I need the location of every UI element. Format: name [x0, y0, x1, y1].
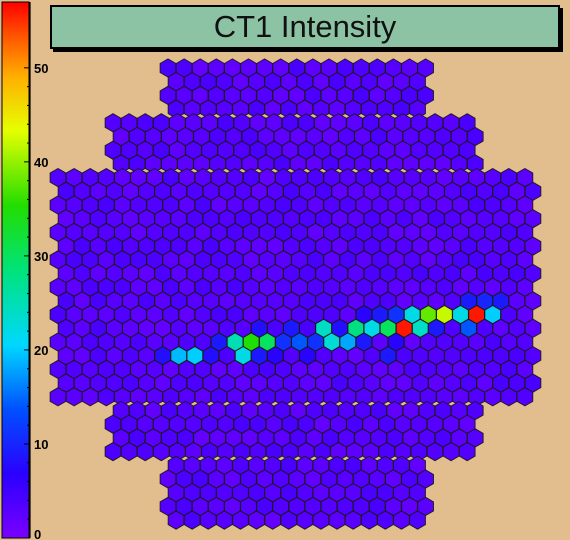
camera-pixel — [409, 510, 426, 530]
camera-pixel — [458, 441, 476, 462]
camera-pixel — [500, 387, 518, 407]
camera-pixel — [344, 510, 362, 530]
camera-pixel — [442, 441, 460, 462]
camera-pixel — [393, 510, 410, 530]
camera-pixel — [49, 387, 67, 407]
camera-pixel — [248, 510, 265, 530]
camera-pixel — [328, 510, 346, 530]
camera-pixel — [264, 510, 281, 530]
colorbar-ticks: 0 10 20 30 40 50 — [24, 61, 48, 540]
title-box: CT1 Intensity — [50, 5, 560, 49]
camera-pixel — [232, 510, 249, 530]
camera-pixel — [183, 510, 201, 530]
colorbar-tick-label: 0 — [34, 527, 41, 540]
camera-pixel — [516, 387, 534, 407]
camera-pixel — [120, 441, 138, 462]
colorbar-tick-label: 10 — [34, 437, 48, 452]
camera-pixel — [377, 510, 394, 530]
camera-pixel — [97, 387, 115, 407]
camera-pixel — [152, 441, 170, 462]
camera-pixel — [312, 510, 330, 530]
camera-pixel — [216, 510, 233, 530]
camera-pixel — [280, 510, 298, 530]
camera-pixel — [104, 441, 122, 462]
camera-pixel — [81, 387, 99, 407]
camera-pixel — [426, 441, 444, 462]
camera-pixels — [49, 58, 542, 530]
camera-pixel — [296, 510, 314, 530]
colorbar-tick-label: 40 — [34, 155, 48, 170]
camera-pixel — [199, 510, 217, 530]
camera-pixel — [65, 387, 83, 407]
colorbar-tick-label: 30 — [34, 249, 48, 264]
chart-title: CT1 Intensity — [213, 9, 397, 44]
colorbar — [1, 1, 30, 539]
colorbar-tick-label: 20 — [34, 343, 48, 358]
camera-pixel — [136, 441, 154, 462]
camera-pixel — [167, 510, 185, 530]
camera-pixel — [484, 387, 502, 407]
camera-pixel — [360, 510, 378, 530]
colorbar-tick-label: 50 — [34, 61, 48, 76]
